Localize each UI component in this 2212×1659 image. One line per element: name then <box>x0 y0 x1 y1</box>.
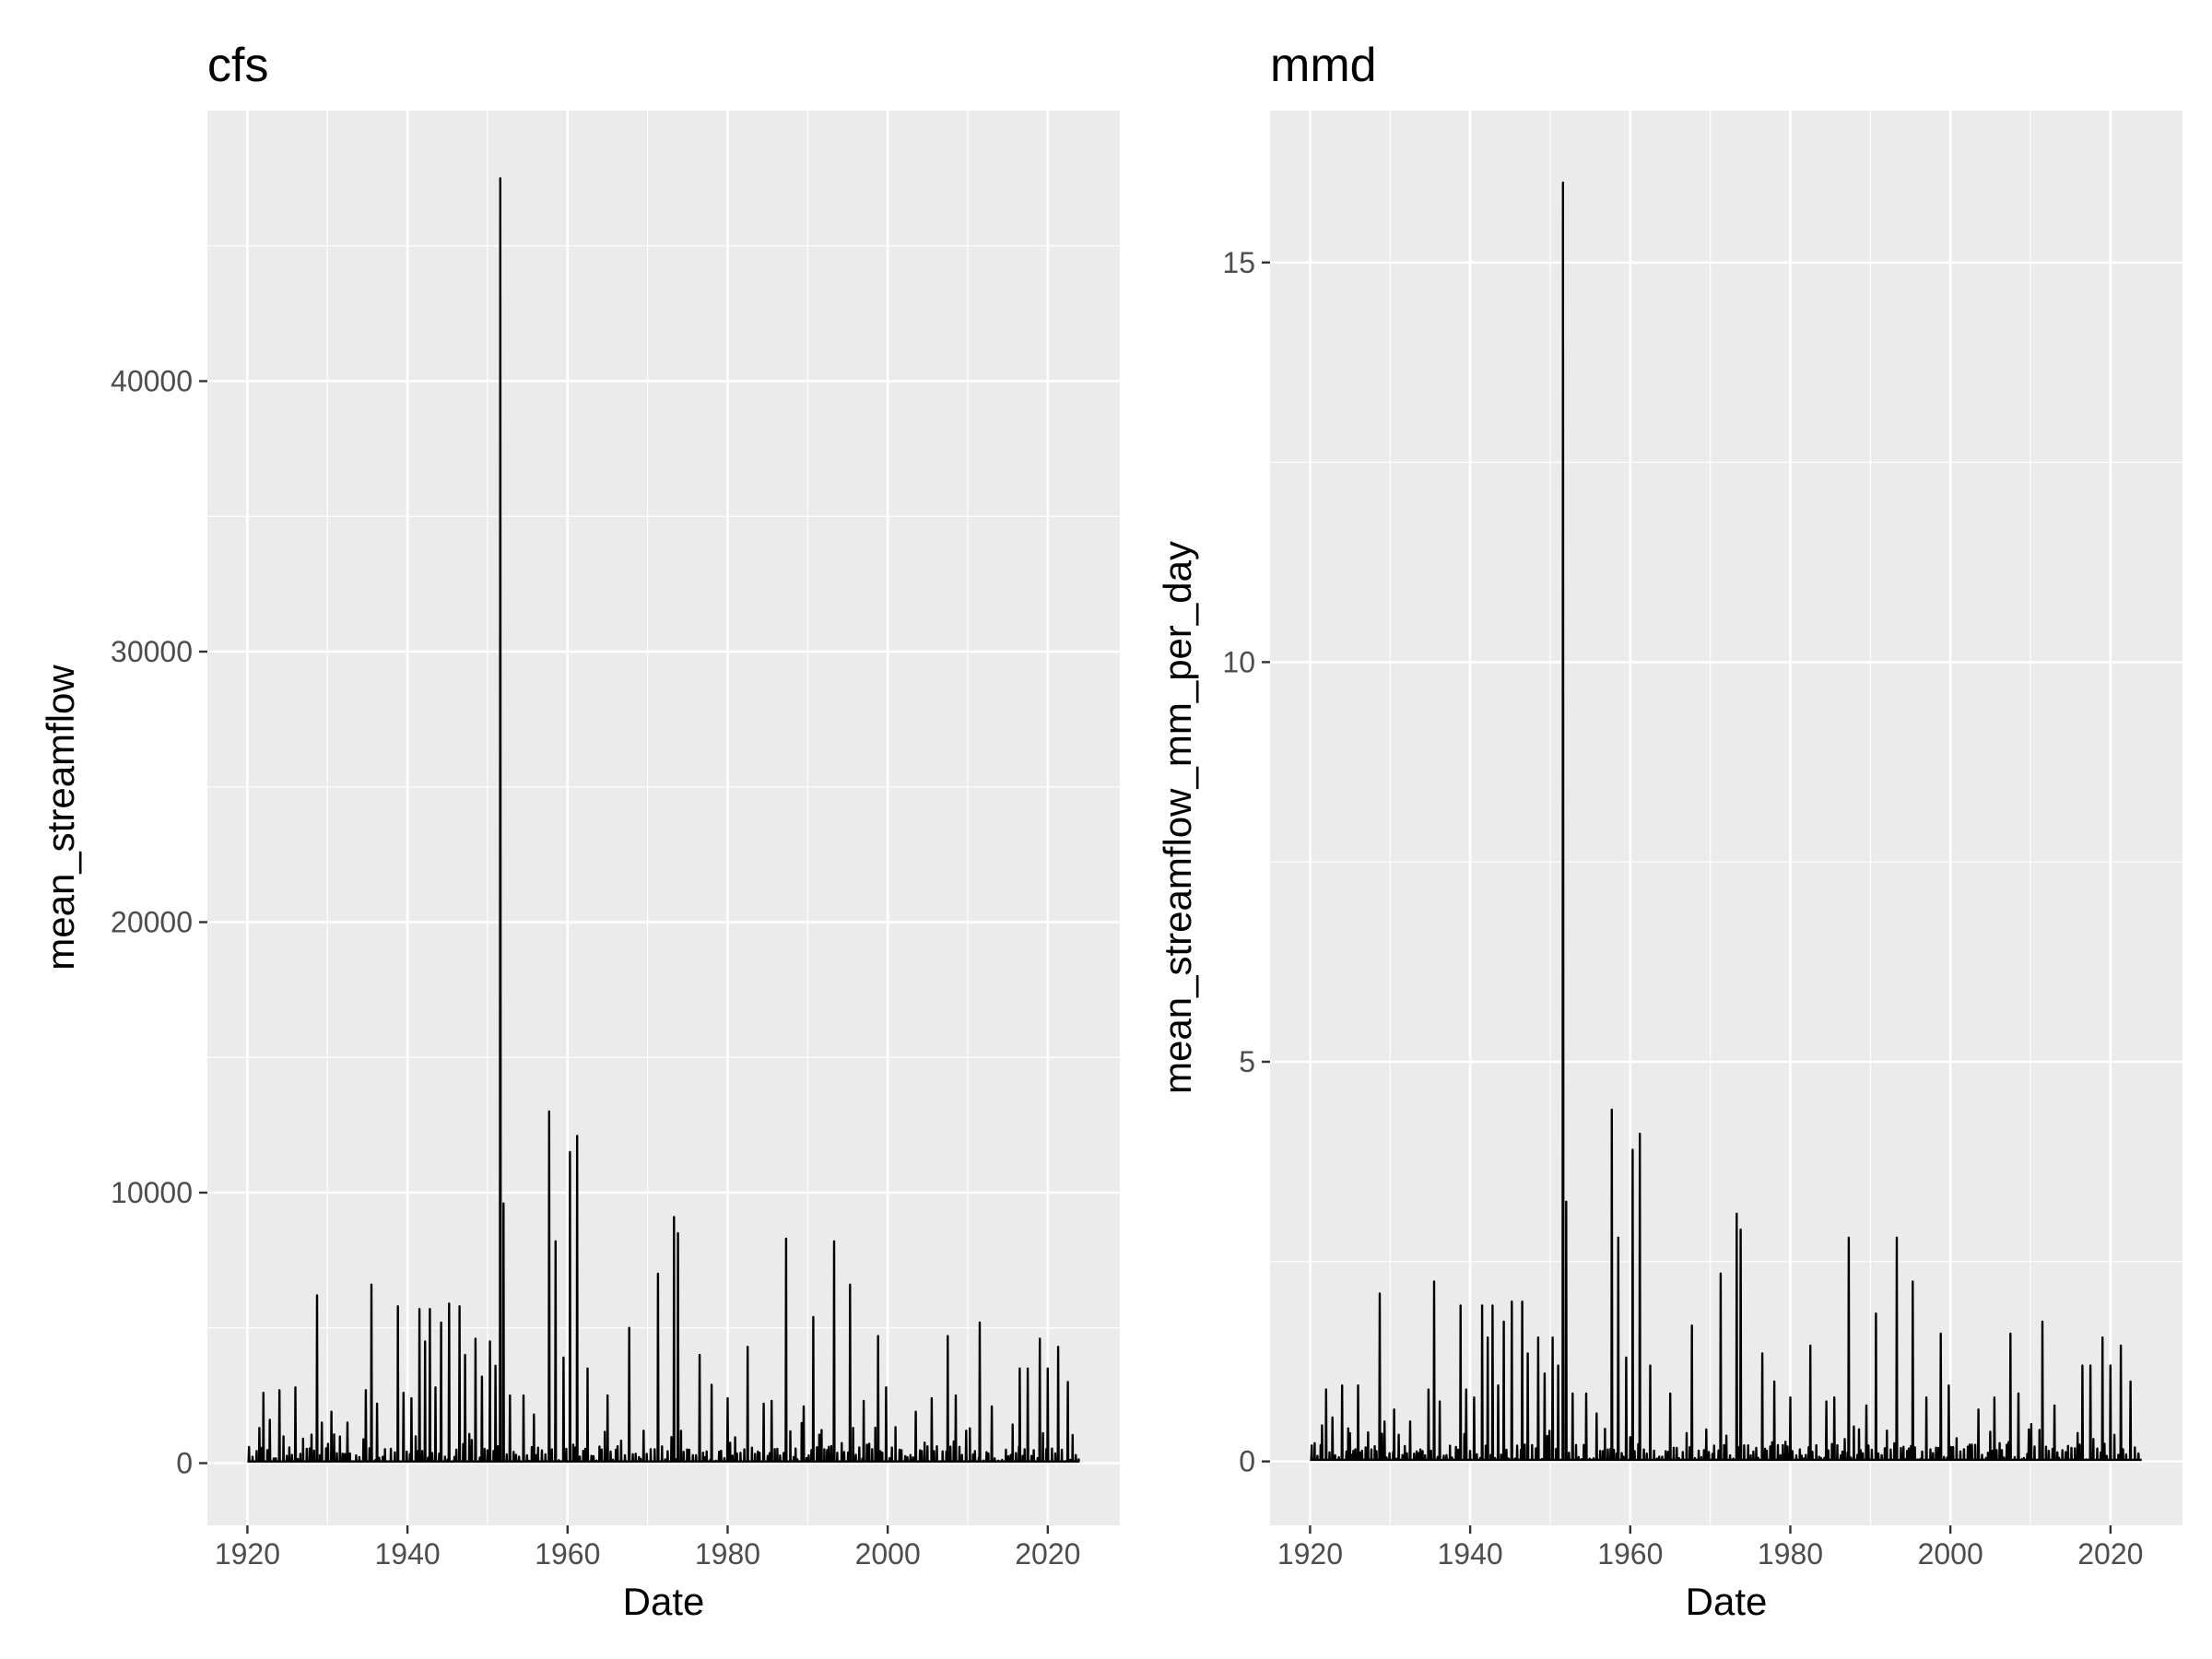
panel-mmd-y-tick-label: 15 <box>1222 246 1255 279</box>
panel-cfs-plot-background <box>207 111 1120 1525</box>
panel-mmd-y-axis-title: mean_streamflow_mm_per_day <box>1156 541 1199 1094</box>
panel-mmd-streamflow-line <box>1310 181 2142 1462</box>
panel-cfs-x-tick-label: 1960 <box>535 1537 600 1571</box>
panel-cfs-x-tick-label: 1940 <box>375 1537 441 1571</box>
panel-mmd-plot-background <box>1270 111 2183 1525</box>
panel-cfs-title: cfs <box>207 39 268 92</box>
panel-mmd-x-tick-label: 1940 <box>1438 1537 1503 1571</box>
panel-cfs-streamflow-line <box>247 177 1080 1463</box>
panel-cfs-x-tick-label: 1980 <box>695 1537 760 1571</box>
panel-mmd-x-tick-label: 1960 <box>1597 1537 1663 1571</box>
panel-cfs-y-tick-label: 20000 <box>111 905 193 938</box>
panel-cfs-y-axis-title: mean_streamflow <box>39 665 82 971</box>
panel-cfs-x-axis-title: Date <box>623 1580 705 1623</box>
panel-cfs-axes: 1920 1940 1960 1980 2000 2020 0 10000 20000 30000… <box>111 364 1080 1571</box>
panel-cfs-gridlines <box>207 111 1120 1525</box>
panel-mmd-title: mmd <box>1270 39 1377 92</box>
panel-mmd-y-tick-label: 10 <box>1222 645 1255 678</box>
panel-mmd-y-tick-label: 5 <box>1239 1045 1255 1078</box>
panel-mmd-axes: 1920 1940 1960 1980 2000 2020 0 5 10 15 <box>1222 246 2143 1571</box>
panel-mmd-gridlines <box>1270 111 2183 1525</box>
panel-cfs-y-tick-label: 0 <box>176 1446 193 1479</box>
panel-mmd-x-tick-label: 2000 <box>1918 1537 1983 1571</box>
panel-cfs-x-tick-label: 2000 <box>855 1537 921 1571</box>
panel-mmd-x-tick-label: 1920 <box>1277 1537 1343 1571</box>
panel-cfs-y-tick-label: 30000 <box>111 635 193 668</box>
panel-mmd-x-tick-label: 2020 <box>2077 1537 2143 1571</box>
panel-cfs-x-tick-label: 2020 <box>1015 1537 1080 1571</box>
panel-cfs-y-tick-label: 40000 <box>111 364 193 397</box>
panel-mmd-y-tick-label: 0 <box>1239 1445 1255 1478</box>
panel-cfs-y-tick-label: 10000 <box>111 1176 193 1209</box>
panel-cfs-series <box>247 177 1080 1463</box>
panel-cfs-x-tick-label: 1920 <box>215 1537 280 1571</box>
panel-mmd-x-axis-title: Date <box>1686 1580 1768 1623</box>
panel-mmd-series <box>1310 181 2142 1462</box>
panel-cfs: 1920 1940 1960 1980 2000 2020 0 10000 20000 30000… <box>39 39 1120 1623</box>
panel-mmd-x-tick-label: 1980 <box>1758 1537 1823 1571</box>
